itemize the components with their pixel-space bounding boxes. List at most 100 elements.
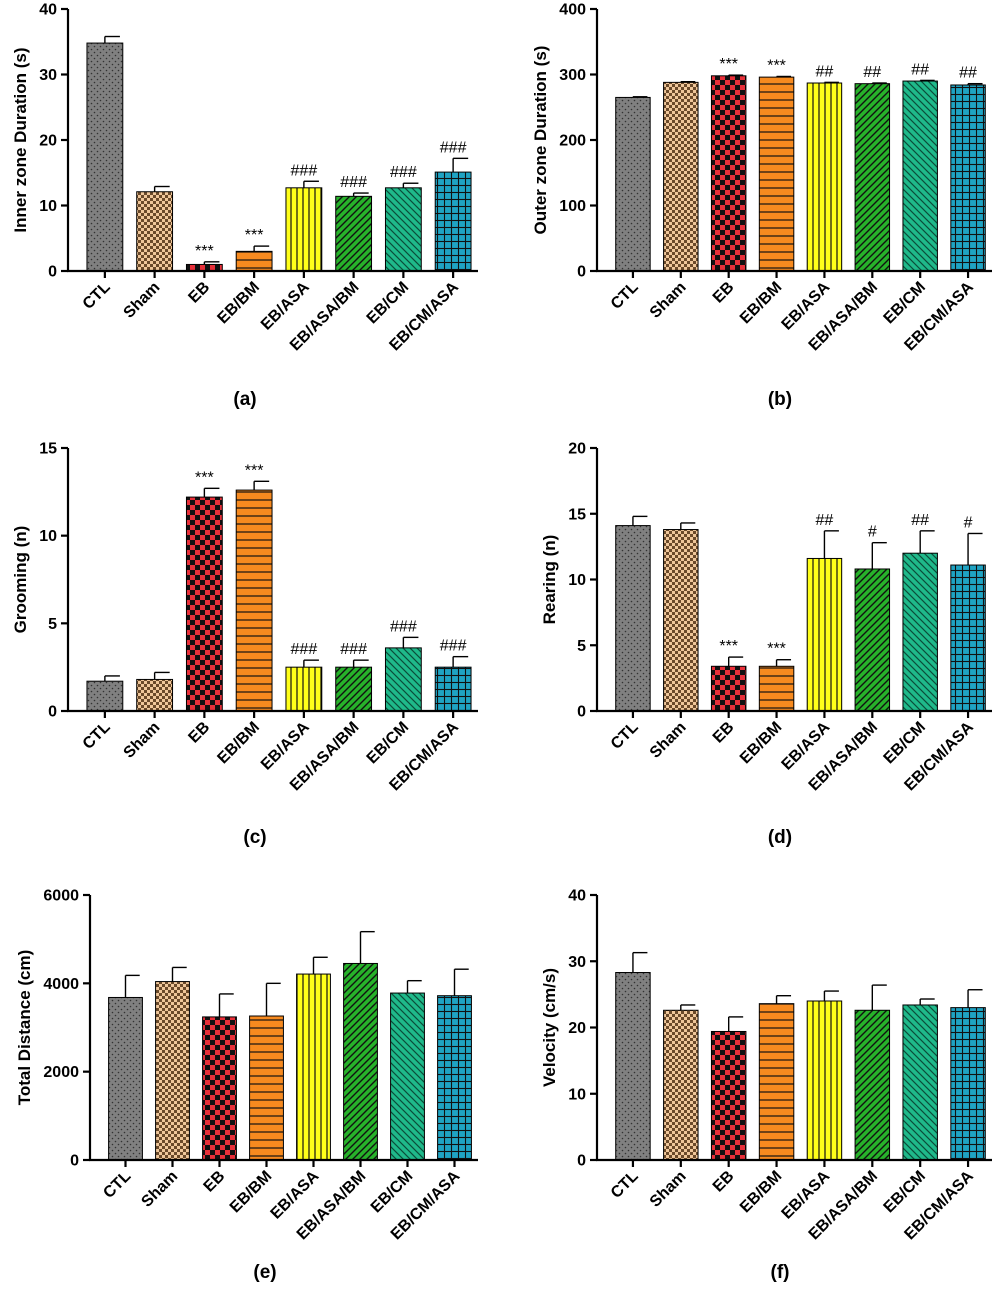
significance-label: ### <box>291 641 318 658</box>
y-tick-label: 40 <box>39 2 57 19</box>
panel-e: 0 2000 4000 6000 Total Distance (cm) CTL Sham E… <box>15 888 478 1283</box>
significance-label: ## <box>911 512 929 529</box>
bar-eb-asa-bm <box>335 666 373 712</box>
significance-label: ### <box>291 162 318 179</box>
bar-sham <box>136 678 174 712</box>
y-tick-label: 5 <box>577 638 586 655</box>
bar-eb-bm <box>249 1015 284 1161</box>
panel-d: 0 5 10 15 20 Rearing (n) CTL Sham *** EB *** EB/BM #… <box>540 441 992 848</box>
y-tick-label: 2000 <box>43 1064 79 1081</box>
significance-label: ## <box>863 64 881 81</box>
bar-eb <box>710 75 747 272</box>
bar-eb-cm <box>902 552 938 712</box>
panel-b: 0 100 200 300 400 Outer zone Duration (s) CTL S… <box>531 2 992 410</box>
x-tick-label: EB/BM <box>214 719 262 767</box>
bar-eb-bm <box>235 489 273 712</box>
y-tick-label: 0 <box>577 704 586 721</box>
x-tick-label: Sham <box>647 279 690 322</box>
x-tick-label: CTL <box>608 279 642 313</box>
x-tick-label: CTL <box>608 1168 642 1202</box>
bar-ctl <box>86 680 124 712</box>
x-tick-label: EB <box>185 279 213 307</box>
panel-label: (e) <box>253 1262 276 1283</box>
bar-eb-bm <box>758 665 795 712</box>
significance-label: # <box>964 514 973 531</box>
significance-label: ### <box>390 164 417 181</box>
y-tick-label: 20 <box>568 441 586 458</box>
significance-label: ### <box>440 638 467 655</box>
bar-eb-cm-asa <box>434 666 472 712</box>
bar-eb <box>710 1030 747 1161</box>
bar-eb-bm <box>758 76 795 272</box>
y-axis-label: Outer zone Duration (s) <box>531 46 550 235</box>
bar-ctl <box>615 96 651 272</box>
x-tick-label: Sham <box>121 719 164 762</box>
y-tick-label: 4000 <box>43 976 79 993</box>
bar-eb-cm-asa <box>950 84 986 272</box>
x-tick-label: Sham <box>647 719 690 762</box>
bar-eb-asa-bm <box>854 83 891 272</box>
bar-eb-asa-bm <box>854 568 891 712</box>
bar-ctl <box>108 996 143 1161</box>
x-tick-label: EB/CM <box>881 279 929 327</box>
bar-eb-asa <box>806 82 843 272</box>
significance-label: *** <box>195 243 214 260</box>
y-tick-label: 0 <box>577 1153 586 1170</box>
significance-label: *** <box>245 227 264 244</box>
y-tick-label: 10 <box>39 198 57 215</box>
x-tick-label: EB/CM <box>881 1168 929 1216</box>
bar-eb <box>202 1016 237 1161</box>
x-tick-label: Sham <box>138 1168 181 1211</box>
x-tick-label: Sham <box>121 279 164 322</box>
bar-sham <box>136 191 174 272</box>
y-tick-label: 10 <box>568 1086 586 1103</box>
y-axis-label: Inner zone Duration (s) <box>11 47 30 232</box>
panel-label: (a) <box>233 389 256 410</box>
bar-eb-cm-asa <box>950 1007 986 1161</box>
significance-label: ## <box>816 63 834 80</box>
y-tick-label: 20 <box>568 1020 586 1037</box>
bar-ctl <box>86 42 124 272</box>
panel-label: (d) <box>768 827 792 848</box>
x-tick-label: EB/CM <box>364 719 412 767</box>
significance-label: ### <box>340 174 367 191</box>
y-tick-label: 0 <box>48 704 57 721</box>
bar-eb <box>185 496 223 712</box>
x-tick-label: CTL <box>608 719 642 753</box>
bar-sham <box>663 81 699 272</box>
significance-label: *** <box>719 56 738 73</box>
y-tick-label: 15 <box>39 441 57 458</box>
bar-eb-cm <box>902 80 938 272</box>
x-tick-label: EB/CM <box>364 279 412 327</box>
x-tick-label: EB/CM <box>881 719 929 767</box>
panel-label: (b) <box>768 389 792 410</box>
bar-sham <box>663 1009 699 1161</box>
panel-f: 0 10 20 30 40 Velocity (cm/s) CTL Sham EB EB/BM EB… <box>540 888 992 1283</box>
bar-eb-asa <box>806 1000 843 1161</box>
significance-label: ## <box>816 512 834 529</box>
x-tick-label: EB <box>710 279 738 307</box>
significance-label: ### <box>390 618 417 635</box>
y-tick-label: 30 <box>568 954 586 971</box>
significance-label: *** <box>719 638 738 655</box>
y-tick-label: 400 <box>559 2 586 19</box>
panel-a: 0 10 20 30 40 Inner zone Duration (s) CTL Sham *… <box>11 2 478 410</box>
x-tick-label: EB/BM <box>737 279 785 327</box>
x-tick-label: EB/BM <box>737 719 785 767</box>
significance-label: ## <box>959 65 977 82</box>
bar-eb-cm-asa <box>434 171 472 272</box>
significance-label: *** <box>195 469 214 486</box>
y-tick-label: 40 <box>568 888 586 905</box>
y-axis-label: Rearing (n) <box>540 535 559 625</box>
bar-eb-cm-asa <box>950 564 986 712</box>
bar-eb-asa-bm <box>854 1009 891 1161</box>
significance-label: *** <box>767 57 786 74</box>
significance-label: # <box>868 524 877 541</box>
y-tick-label: 10 <box>568 572 586 589</box>
bar-eb-asa <box>806 557 843 712</box>
x-tick-label: Sham <box>647 1168 690 1211</box>
panel-label: (f) <box>771 1262 790 1283</box>
y-tick-label: 30 <box>39 67 57 84</box>
x-tick-label: EB/BM <box>214 279 262 327</box>
